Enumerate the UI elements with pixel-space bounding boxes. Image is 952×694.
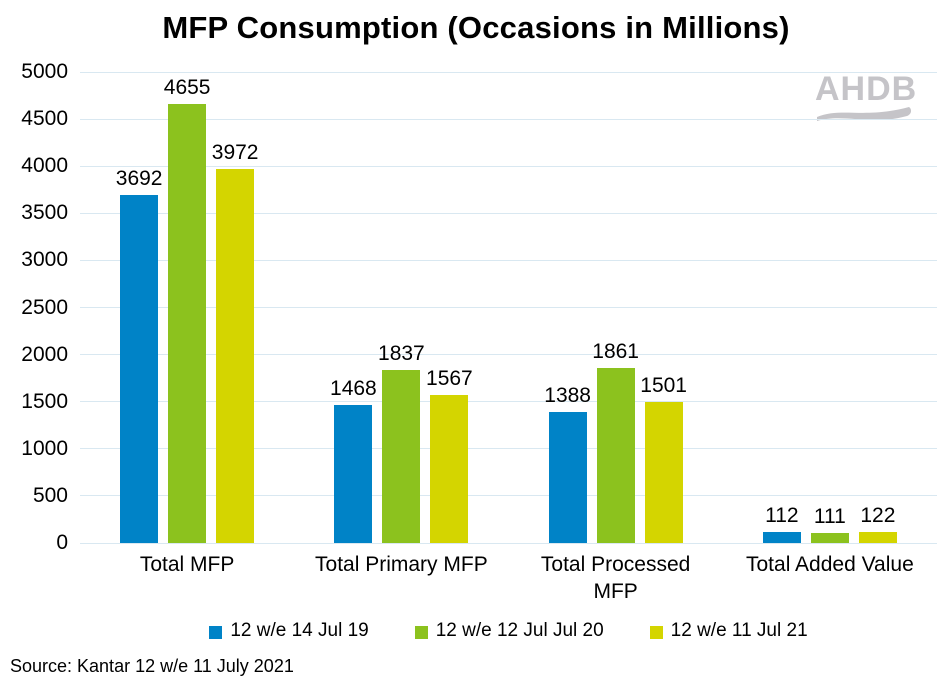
legend-label: 12 w/e 12 Jul Jul 20 <box>435 620 604 641</box>
plot-area: 3692 4655 3972 1468 1837 1567 1388 1861 1501 112 1… <box>80 71 937 544</box>
bar-value-label: 122 <box>860 503 896 527</box>
bar <box>430 395 469 543</box>
x-category-label: Total Processed MFP <box>540 553 691 603</box>
gridline <box>80 542 937 544</box>
legend-item: 12 w/e 14 Jul 19 <box>209 620 369 642</box>
gridline <box>80 71 937 73</box>
ahdb-logo-swoosh-icon <box>817 107 912 121</box>
y-tick-label: 2000 <box>21 342 68 366</box>
gridline <box>80 401 937 403</box>
bar-value-label: 112 <box>765 504 799 528</box>
bar <box>382 369 421 543</box>
ahdb-logo: AHDB <box>815 72 917 128</box>
legend-item: 12 w/e 11 Jul 21 <box>649 620 808 642</box>
bar-value-label: 1468 <box>330 376 377 400</box>
y-tick-label: 1500 <box>21 389 68 413</box>
bar <box>644 401 683 543</box>
chart-title: MFP Consumption (Occasions in Millions) <box>162 10 790 45</box>
bar-value-label: 111 <box>813 504 846 528</box>
legend-swatch-icon <box>414 625 428 639</box>
gridline <box>80 118 937 120</box>
legend-swatch-icon <box>209 625 223 639</box>
gridline <box>80 212 937 214</box>
legend-label: 12 w/e 11 Jul 21 <box>670 620 808 641</box>
bar-value-label: 1837 <box>378 341 425 365</box>
bar-value-label: 1501 <box>640 373 687 397</box>
bar <box>168 104 207 543</box>
gridline <box>80 495 937 497</box>
y-tick-label: 500 <box>32 483 68 507</box>
y-tick-label: 3000 <box>21 248 68 272</box>
bar-value-label: 1388 <box>544 384 591 408</box>
y-tick-label: 3500 <box>21 201 68 225</box>
x-category-label: Total MFP <box>139 553 235 576</box>
y-tick-label: 2500 <box>21 295 68 319</box>
bar-value-label: 3692 <box>115 167 163 191</box>
bar <box>120 195 159 543</box>
bar <box>810 532 849 543</box>
gridline <box>80 259 937 261</box>
bar <box>216 168 255 543</box>
legend-item: 12 w/e 12 Jul Jul 20 <box>414 620 604 642</box>
gridline <box>80 448 937 450</box>
bar-value-label: 1861 <box>592 339 639 363</box>
y-tick-label: 0 <box>56 531 68 554</box>
x-category-label: Total Added Value <box>746 553 914 576</box>
gridline <box>80 354 937 356</box>
legend-swatch-icon <box>649 625 663 639</box>
ahdb-logo-text: AHDB <box>815 70 918 108</box>
y-axis: 0 500 1000 1500 2000 2500 3000 3500 4000 4500 5000 <box>0 61 68 554</box>
y-tick-label: 4000 <box>21 154 68 178</box>
y-tick-label: 4500 <box>21 107 68 131</box>
bar-value-label: 3972 <box>211 140 259 164</box>
bar <box>858 531 897 543</box>
gridline <box>80 165 937 167</box>
legend-label: 12 w/e 14 Jul 19 <box>230 620 369 641</box>
bar <box>762 532 801 543</box>
gridline <box>80 307 937 308</box>
y-tick-label: 1000 <box>21 436 68 460</box>
bar-value-label: 4655 <box>163 76 211 100</box>
y-tick-label: 5000 <box>21 60 68 83</box>
bar-value-label: 1567 <box>426 367 473 391</box>
source-note: Source: Kantar 12 w/e 11 July 2021 <box>10 656 294 676</box>
bar <box>548 412 587 543</box>
x-axis-category-labels: Total MFP Total Primary MFP Total Processe… <box>80 551 937 609</box>
bar <box>596 367 635 543</box>
legend: 12 w/e 14 Jul 19 12 w/e 12 Jul Jul 20 12 w… <box>80 617 937 645</box>
x-category-label: Total Primary MFP <box>315 553 488 576</box>
bar <box>334 404 373 543</box>
